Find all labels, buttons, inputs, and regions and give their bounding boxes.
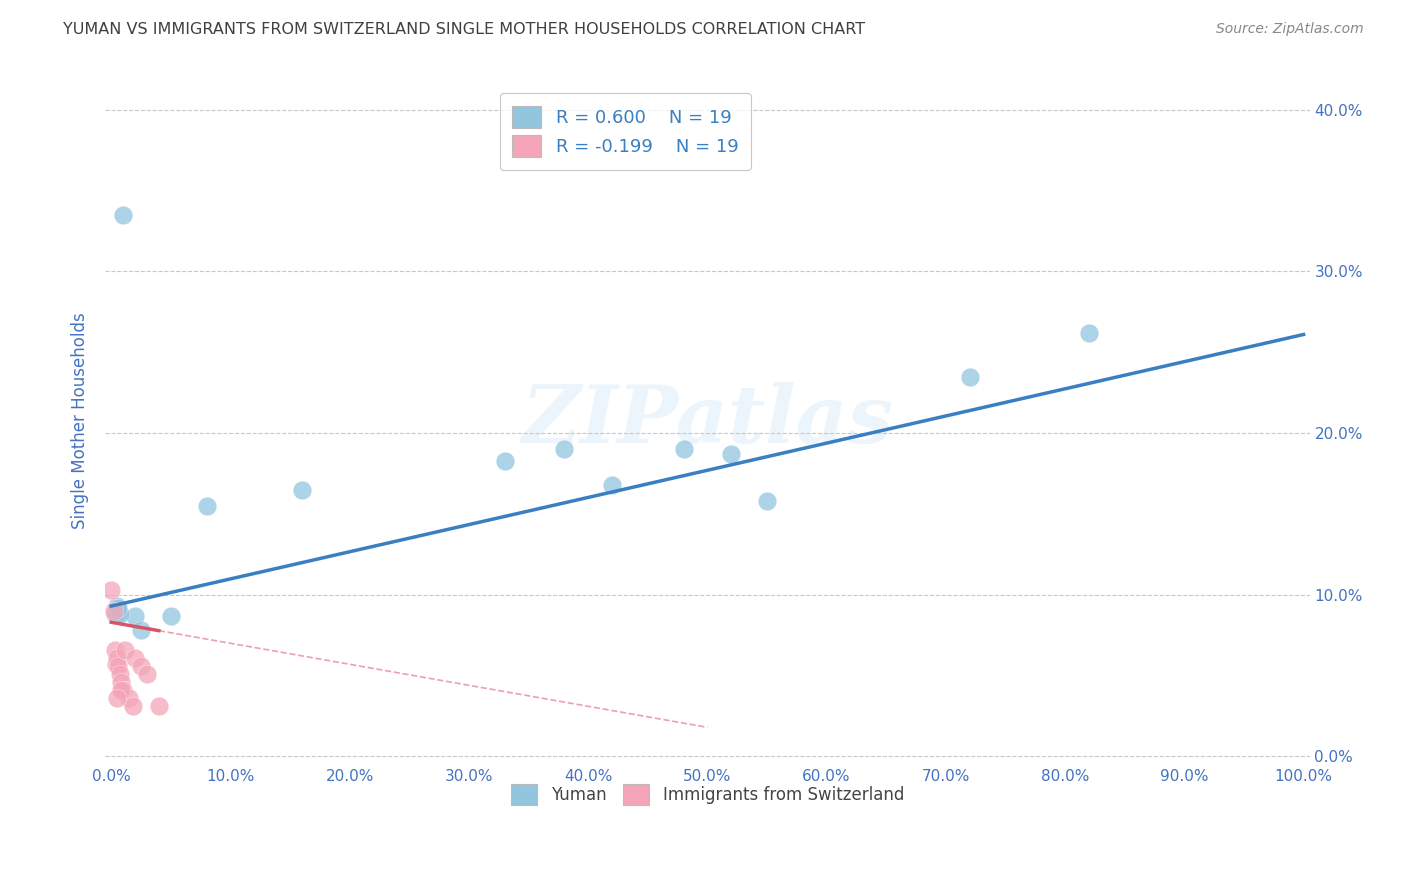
Point (107, 600, 129, 615)
Point (110, 675, 132, 690)
Point (105, 691, 128, 706)
Point (104, 657, 127, 672)
Point (111, 683, 134, 698)
Point (108, 607, 131, 622)
Point (105, 607, 128, 622)
Point (291, 483, 314, 497)
Point (129, 659, 152, 673)
Point (494, 453, 516, 467)
Point (105, 650, 128, 665)
Point (114, 642, 136, 657)
Point (1077, 326, 1099, 340)
Text: ZIPatlas: ZIPatlas (522, 383, 893, 459)
Text: YUMAN VS IMMIGRANTS FROM SWITZERLAND SINGLE MOTHER HOUSEHOLDS CORRELATION CHART: YUMAN VS IMMIGRANTS FROM SWITZERLAND SIN… (63, 22, 866, 37)
Point (756, 494, 779, 508)
Point (104, 607, 127, 622)
Point (553, 442, 575, 457)
Point (104, 642, 127, 657)
Y-axis label: Single Mother Households: Single Mother Households (72, 312, 89, 529)
Point (672, 442, 695, 457)
Point (129, 624, 152, 638)
Point (136, 667, 159, 681)
Point (107, 659, 129, 673)
Point (108, 667, 131, 681)
Point (112, 208, 135, 222)
Legend: Yuman, Immigrants from Switzerland: Yuman, Immigrants from Switzerland (501, 774, 914, 814)
Point (118, 691, 141, 706)
Point (124, 650, 146, 665)
Point (159, 608, 181, 623)
Point (110, 683, 132, 698)
Point (100, 582, 122, 597)
Point (124, 608, 146, 623)
Point (195, 499, 218, 513)
Text: Source: ZipAtlas.com: Source: ZipAtlas.com (1216, 22, 1364, 37)
Point (148, 699, 170, 714)
Point (720, 447, 742, 461)
Point (103, 604, 125, 618)
Point (112, 683, 135, 698)
Point (959, 369, 981, 384)
Point (105, 599, 128, 613)
Point (121, 699, 143, 714)
Point (600, 478, 623, 492)
